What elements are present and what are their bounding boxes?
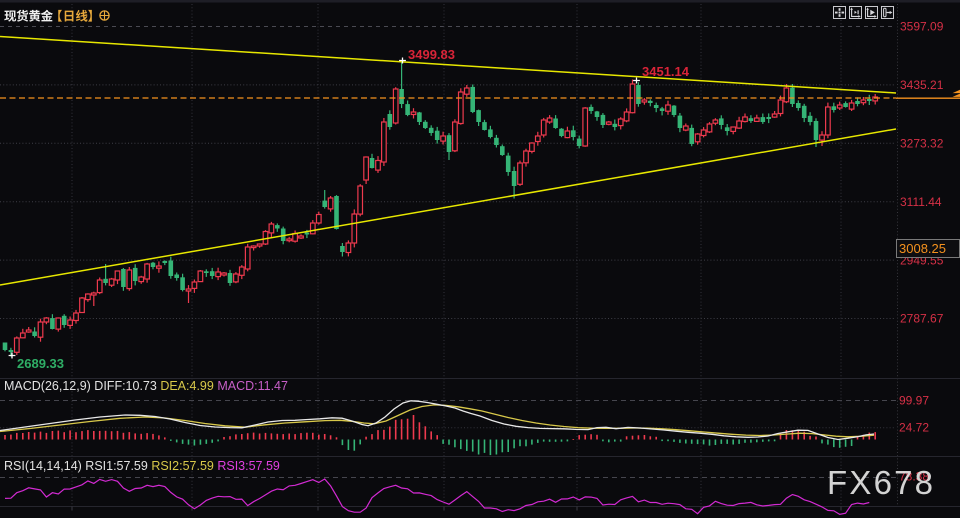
svg-text:3008.25: 3008.25 [899,241,946,256]
svg-text:MACD(26,12,9) DIFF:10.73 DEA:4: MACD(26,12,9) DIFF:10.73 DEA:4.99 MACD:1… [4,379,288,393]
svg-text:99.97: 99.97 [899,394,929,408]
svg-text:3597.09: 3597.09 [900,20,944,34]
svg-text:3111.44: 3111.44 [900,195,942,209]
svg-text:24.72: 24.72 [899,421,929,435]
svg-text:FX678: FX678 [827,464,935,501]
svg-text:3499.83: 3499.83 [408,47,455,62]
svg-text:2689.33: 2689.33 [17,356,64,371]
svg-text:3451.14: 3451.14 [642,64,690,79]
svg-text:RSI(14,14,14) RSI1:57.59 RSI2:: RSI(14,14,14) RSI1:57.59 RSI2:57.59 RSI3… [4,459,280,473]
svg-text:3273.32: 3273.32 [900,137,944,151]
svg-text:2787.67: 2787.67 [900,312,944,326]
svg-text:78.38: 78.38 [899,470,929,484]
svg-text:3435.21: 3435.21 [900,78,944,92]
